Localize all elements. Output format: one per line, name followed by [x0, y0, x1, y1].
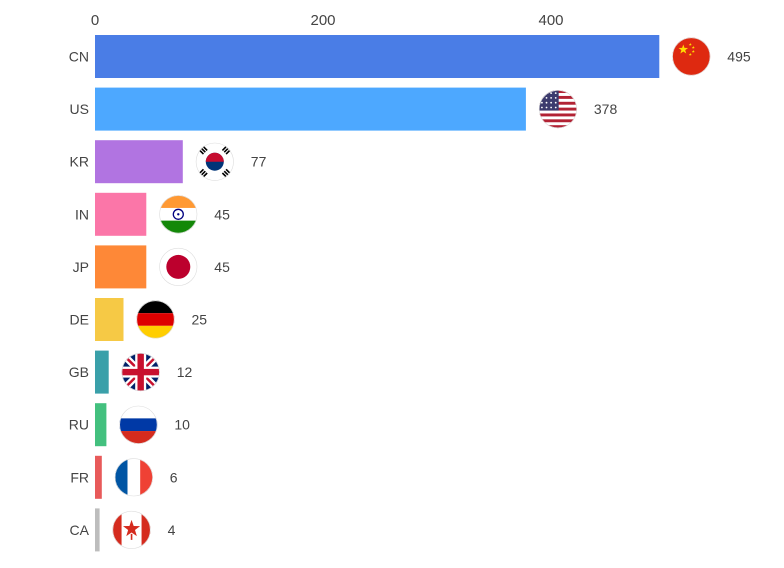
bar — [95, 403, 107, 447]
bar-row-de: DE 25 — [70, 298, 208, 341]
france-flag-icon — [114, 458, 153, 497]
china-flag-icon — [672, 37, 711, 76]
germany-flag-icon — [136, 300, 175, 339]
uk-flag-icon — [121, 353, 160, 392]
category-label: DE — [70, 312, 89, 328]
usa-flag-icon — [538, 90, 577, 129]
bar — [95, 298, 124, 341]
category-label: RU — [69, 417, 89, 433]
category-label: CN — [69, 49, 89, 65]
x-axis: 0 200 400 — [91, 12, 564, 29]
value-label: 6 — [170, 469, 178, 485]
value-label: 4 — [168, 522, 176, 538]
value-label: 10 — [174, 417, 190, 433]
x-tick-label: 400 — [538, 12, 563, 29]
value-label: 45 — [214, 259, 230, 275]
bar-row-kr: KR 77 — [70, 140, 267, 184]
bar-row-us: US 378 — [70, 87, 618, 131]
category-label: JP — [73, 259, 89, 275]
value-label: 77 — [251, 154, 267, 170]
category-label: CA — [70, 522, 90, 538]
bar-row-gb: GB 12 — [69, 350, 193, 394]
bar — [95, 140, 183, 184]
bar-row-ca: CA 4 — [70, 508, 176, 552]
bar — [95, 350, 109, 394]
bar — [95, 508, 100, 552]
canada-flag-icon — [112, 510, 151, 549]
bar-row-jp: JP 45 — [73, 245, 230, 289]
russia-flag-icon — [119, 405, 158, 444]
value-label: 25 — [192, 312, 208, 328]
bar — [95, 35, 660, 78]
value-label: 12 — [177, 364, 193, 380]
category-label: GB — [69, 364, 89, 380]
category-label: KR — [70, 154, 89, 170]
category-label: FR — [70, 469, 89, 485]
india-flag-icon — [159, 195, 198, 234]
value-label: 45 — [214, 206, 230, 222]
bar-rows: CN 495 US 378 KR 77 IN 45 JP 45 DE 25 GB 12 RU 10 FR 6 CA 4 — [69, 35, 751, 552]
bar-row-fr: FR 6 — [70, 455, 178, 499]
bar — [95, 245, 147, 289]
bar — [95, 87, 526, 131]
bar-row-ru: RU 10 — [69, 403, 190, 447]
bar — [95, 455, 102, 499]
value-label: 495 — [727, 49, 751, 65]
x-tick-label: 0 — [91, 12, 99, 29]
bar-row-cn: CN 495 — [69, 35, 751, 78]
category-label: IN — [75, 206, 89, 222]
japan-flag-icon — [159, 247, 198, 286]
bar-row-in: IN 45 — [75, 192, 230, 236]
bar — [95, 192, 147, 236]
category-label: US — [70, 101, 89, 117]
x-tick-label: 200 — [310, 12, 335, 29]
south-korea-flag-icon — [195, 142, 234, 181]
value-label: 378 — [594, 101, 618, 117]
